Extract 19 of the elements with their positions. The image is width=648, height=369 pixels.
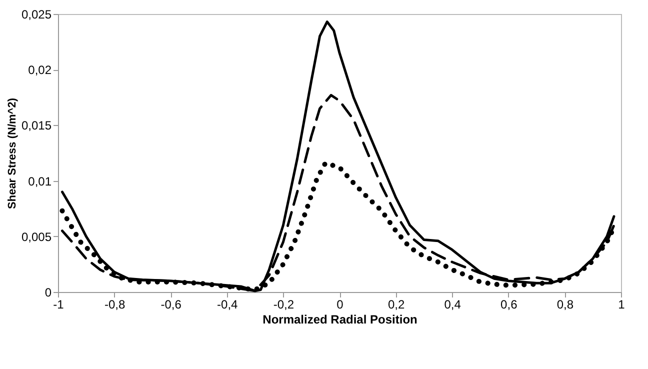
x-tick-label: 0,4 (444, 298, 462, 312)
y-tick-label: 0,025 (21, 8, 52, 22)
x-tick-label: -0,6 (160, 298, 182, 312)
x-tick-label: 0,2 (388, 298, 405, 312)
x-tick-label: 0,8 (556, 298, 574, 312)
y-axis-title: Shear Stress (N/m^2) (6, 98, 18, 209)
y-tick-label: 0,005 (21, 230, 52, 244)
x-tick-label: 0,6 (500, 298, 518, 312)
x-tick-label: -0,8 (104, 298, 126, 312)
y-tick-label: 0,02 (28, 63, 52, 78)
y-tick-label: 0,015 (21, 118, 52, 133)
x-axis-title: Normalized Radial Position (262, 312, 418, 326)
x-tick-label: 1 (618, 298, 626, 312)
x-tick-label: -0,4 (217, 298, 238, 312)
y-tick-label: 0,01 (28, 174, 52, 188)
x-tick-label: 0 (336, 298, 344, 312)
x-tick-label: -0,2 (273, 298, 294, 312)
y-tick-label: 0 (44, 286, 52, 300)
x-tick-label: -1 (53, 298, 64, 312)
